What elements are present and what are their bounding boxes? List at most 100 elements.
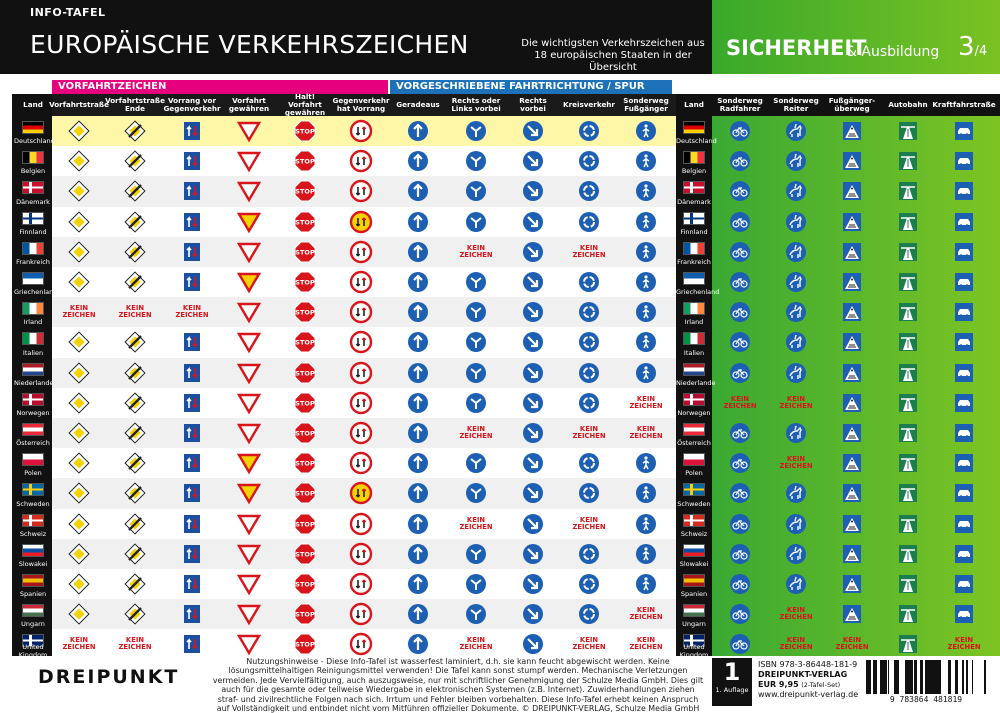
no-sign-cell: KEIN ZEICHEN bbox=[936, 629, 992, 659]
sign-priority-icon bbox=[164, 176, 220, 206]
sign-yield-icon bbox=[222, 388, 276, 418]
isbn-block: ISBN 978-3-86448-181-9 DREIPUNKT-VERLAG … bbox=[758, 660, 858, 700]
country-name: United Kingdom bbox=[18, 642, 48, 659]
sign-horse-icon bbox=[768, 267, 824, 297]
sign-priority-icon bbox=[164, 116, 220, 146]
sign-zebra-icon bbox=[824, 146, 880, 176]
sign-zebra-icon bbox=[824, 478, 880, 508]
sign-blueUp-icon bbox=[390, 478, 446, 508]
sign-blueUp-icon bbox=[390, 146, 446, 176]
sign-horse-icon bbox=[768, 207, 824, 237]
sign-ped-icon bbox=[618, 297, 674, 327]
sign-blueDiag-icon bbox=[506, 539, 560, 569]
section-title: SICHERHEIT bbox=[726, 36, 867, 60]
sign-blueSplit-icon bbox=[448, 176, 504, 206]
sign-blueDiag-icon bbox=[506, 116, 560, 146]
flag-icon bbox=[22, 513, 44, 527]
country-cell: Griechenland bbox=[14, 267, 57, 297]
sign-yield-icon bbox=[222, 267, 276, 297]
country-name: Irland bbox=[684, 318, 704, 327]
no-sign-cell: KEIN ZEICHEN bbox=[768, 629, 824, 659]
sign-car-icon bbox=[936, 116, 992, 146]
country-cell: Finnland bbox=[14, 207, 52, 237]
sign-zebra-icon bbox=[824, 327, 880, 357]
flag-icon bbox=[683, 483, 705, 497]
country-cell: Irland bbox=[14, 297, 52, 327]
no-sign-label: KEIN ZEICHEN bbox=[947, 636, 981, 652]
section-subtitle: & Ausbildung bbox=[846, 44, 940, 60]
sign-ped-icon bbox=[618, 267, 674, 297]
flag-icon bbox=[683, 241, 705, 255]
sign-zebra-icon bbox=[824, 237, 880, 267]
sign-priority-icon bbox=[164, 358, 220, 388]
svg-text:STOP: STOP bbox=[295, 490, 315, 498]
sign-oncoming-icon bbox=[334, 116, 388, 146]
sign-bike-icon bbox=[712, 448, 768, 478]
sign-zebra-icon bbox=[824, 207, 880, 237]
sign-diamond-icon bbox=[52, 539, 106, 569]
country-cell: Deutschland bbox=[14, 116, 55, 146]
no-sign-cell: KEIN ZEICHEN bbox=[448, 509, 504, 539]
sign-car-icon bbox=[936, 388, 992, 418]
sign-blueUp-icon bbox=[390, 267, 446, 297]
no-sign-cell: KEIN ZEICHEN bbox=[768, 448, 824, 478]
no-sign-cell: KEIN ZEICHEN bbox=[768, 388, 824, 418]
no-sign-label: KEIN ZEICHEN bbox=[629, 394, 663, 410]
sign-round-icon bbox=[562, 207, 616, 237]
country-cell: Finnland bbox=[676, 207, 712, 237]
sign-motorway-icon bbox=[880, 509, 936, 539]
column-header: Halt! Vorfahrt gewähren bbox=[284, 92, 326, 117]
no-sign-label: KEIN ZEICHEN bbox=[118, 304, 152, 320]
sign-stop-icon: STOP bbox=[278, 388, 332, 418]
sign-yield-icon bbox=[222, 569, 276, 599]
country-cell: Slowakei bbox=[676, 539, 712, 569]
sign-diamondEnd-icon bbox=[108, 116, 162, 146]
sign-car-icon bbox=[936, 267, 992, 297]
sign-ped-icon bbox=[618, 237, 674, 267]
sign-motorway-icon bbox=[880, 539, 936, 569]
sign-priority-icon bbox=[164, 388, 220, 418]
flag-icon bbox=[683, 332, 705, 346]
sign-motorway-icon bbox=[880, 176, 936, 206]
country-name: Niederlande bbox=[676, 378, 716, 387]
country-cell: Ungarn bbox=[676, 599, 712, 629]
banner-vorfahrt: VORFAHRTZEICHEN bbox=[52, 80, 388, 94]
sign-blueDiag-icon bbox=[506, 569, 560, 599]
country-cell: Schweden bbox=[676, 478, 712, 508]
country-cell: Belgien bbox=[14, 146, 52, 176]
sign-blueSplit-icon bbox=[448, 599, 504, 629]
no-sign-label: KEIN ZEICHEN bbox=[572, 515, 606, 531]
sign-zebra-icon bbox=[824, 388, 880, 418]
sign-diamond-icon bbox=[52, 116, 106, 146]
no-sign-cell: KEIN ZEICHEN bbox=[618, 629, 674, 659]
country-cell: Spanien bbox=[14, 569, 52, 599]
sign-stop-icon: STOP bbox=[278, 327, 332, 357]
sign-blueUp-icon bbox=[390, 388, 446, 418]
sign-oncoming-icon bbox=[334, 629, 388, 659]
column-header: Vorrang vor Gegenverkehr bbox=[163, 96, 221, 113]
sign-bike-icon bbox=[712, 237, 768, 267]
sign-stop-icon: STOP bbox=[278, 358, 332, 388]
sign-priority-icon bbox=[164, 327, 220, 357]
flag-icon bbox=[22, 543, 44, 557]
sign-horse-icon bbox=[768, 327, 824, 357]
sign-round-icon bbox=[562, 388, 616, 418]
sign-blueDiag-icon bbox=[506, 297, 560, 327]
edition-box: 1 1. Auflage bbox=[712, 658, 752, 706]
sign-stop-icon: STOP bbox=[278, 599, 332, 629]
country-name: Polen bbox=[685, 469, 703, 478]
flag-icon bbox=[22, 151, 44, 165]
no-sign-cell: KEIN ZEICHEN bbox=[562, 418, 616, 448]
no-sign-label: KEIN ZEICHEN bbox=[459, 243, 493, 259]
flag-icon bbox=[22, 604, 44, 618]
sign-round-icon bbox=[562, 327, 616, 357]
sign-diamondEnd-icon bbox=[108, 267, 162, 297]
country-cell: Österreich bbox=[14, 418, 52, 448]
sign-car-icon bbox=[936, 599, 992, 629]
sign-diamondEnd-icon bbox=[108, 327, 162, 357]
no-sign-label: KEIN ZEICHEN bbox=[629, 606, 663, 622]
sign-diamond-icon bbox=[52, 176, 106, 206]
no-sign-cell: KEIN ZEICHEN bbox=[448, 237, 504, 267]
country-cell: Österreich bbox=[676, 418, 712, 448]
sign-diamond-icon bbox=[52, 358, 106, 388]
